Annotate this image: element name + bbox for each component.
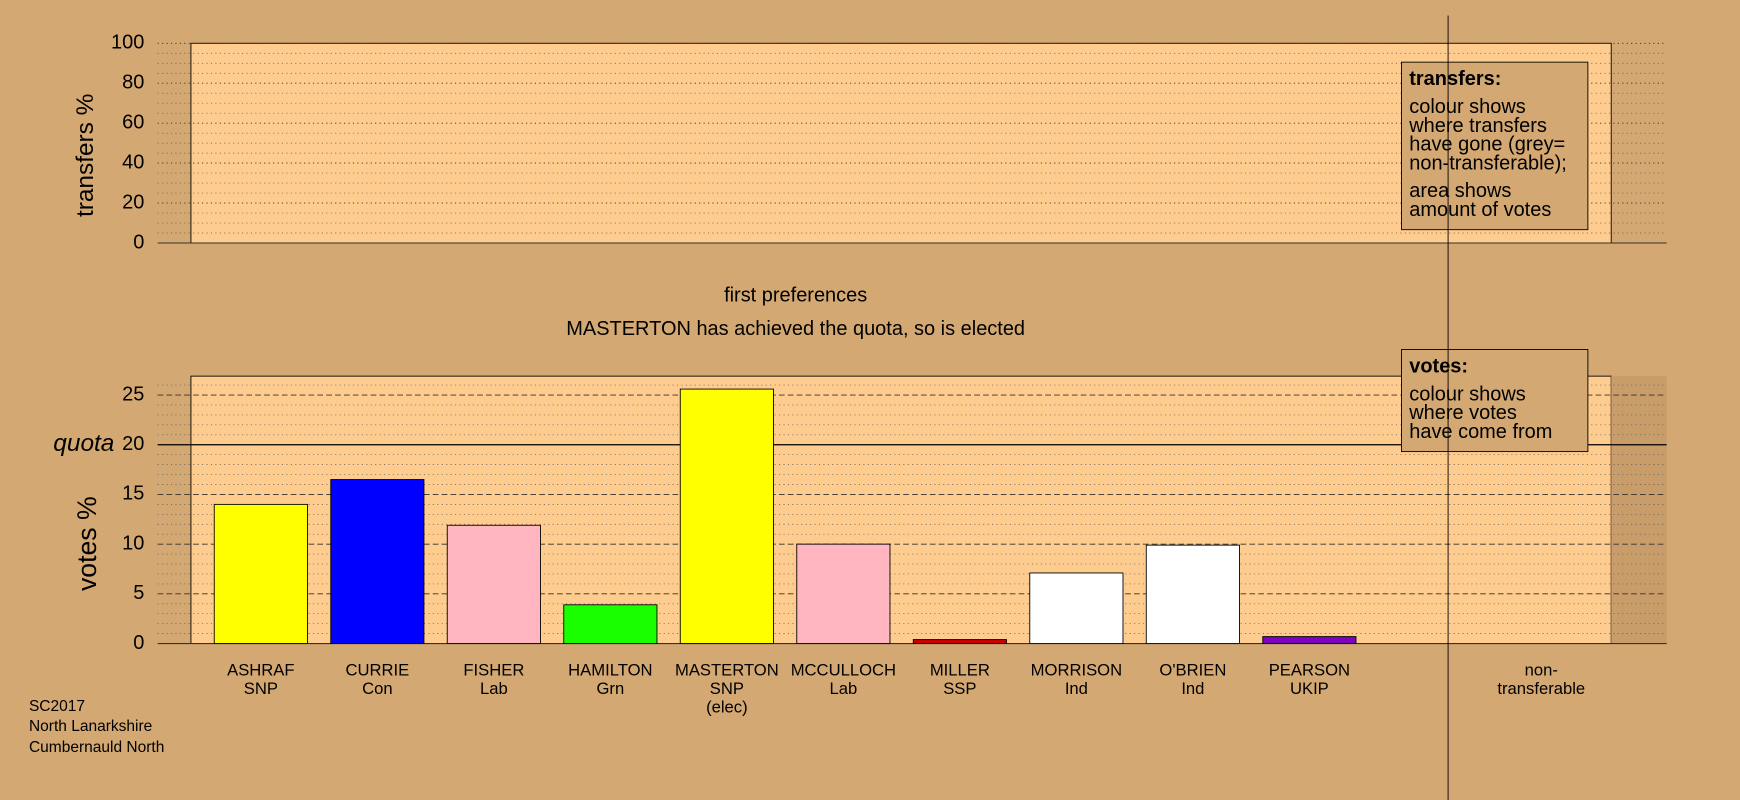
votes-panel — [190, 375, 1612, 644]
y-axis-label: transfers % — [72, 94, 99, 217]
bar — [213, 503, 308, 644]
y-tick-label: 0 — [133, 632, 144, 654]
y-tick-label: 5 — [133, 582, 144, 604]
x-tick-label: HAMILTON — [568, 661, 652, 680]
bar — [330, 479, 425, 644]
bar — [563, 604, 658, 644]
y-axis-label: votes % — [72, 496, 102, 591]
x-tick-label: Grn — [597, 679, 625, 698]
footer-line: North Lanarkshire — [29, 718, 152, 735]
note-line: amount of votes — [1409, 199, 1551, 221]
x-tick-label: SNP — [710, 679, 744, 698]
transfers-panel — [190, 42, 1612, 244]
note-title: votes: — [1409, 356, 1468, 378]
note-box — [1401, 349, 1589, 453]
footer-line: Cumbernauld North — [29, 739, 164, 756]
note-line: area shows — [1409, 180, 1511, 202]
x-tick-label: CURRIE — [345, 661, 409, 680]
side-shade — [1611, 376, 1667, 644]
y-tick-label: 60 — [122, 111, 144, 133]
x-tick-label: Ind — [1181, 679, 1204, 698]
x-tick-label: (elec) — [706, 697, 748, 716]
chart-title: first preferences — [724, 285, 867, 307]
note-line: non-transferable); — [1409, 152, 1567, 174]
note-line: where transfers — [1408, 115, 1547, 137]
x-tick-label: MILLER — [930, 661, 990, 680]
bar — [1145, 544, 1240, 644]
quota-label: quota — [53, 430, 114, 457]
note-box — [1401, 61, 1589, 231]
x-tick-label: MORRISON — [1031, 661, 1122, 680]
x-tick-label: FISHER — [463, 661, 524, 680]
bar — [912, 639, 1007, 644]
x-tick-label: Ind — [1065, 679, 1088, 698]
x-tick-label: UKIP — [1290, 679, 1329, 698]
x-tick-label: Con — [362, 679, 393, 698]
x-tick-label: ASHRAF — [227, 661, 294, 680]
y-tick-label: 80 — [122, 71, 144, 93]
y-tick-label: 40 — [122, 151, 144, 173]
y-tick-label: 0 — [133, 231, 144, 253]
footer-line: SC2017 — [29, 698, 85, 715]
bar — [796, 543, 891, 644]
x-tick-label: Lab — [829, 679, 857, 698]
x-tick-label: PEARSON — [1269, 661, 1350, 680]
y-tick-label: 20 — [122, 191, 144, 213]
chart-subtitle: MASTERTON has achieved the quota, so is … — [566, 318, 1025, 340]
x-tick-label: Lab — [480, 679, 508, 698]
note-line: colour shows — [1409, 383, 1526, 405]
note-line: where votes — [1408, 402, 1517, 424]
y-tick-label: 25 — [122, 383, 144, 405]
y-tick-label: 20 — [122, 433, 144, 455]
bar — [1262, 636, 1357, 644]
y-tick-label: 100 — [111, 32, 144, 54]
note-line: have come from — [1409, 421, 1552, 443]
x-tick-label: O'BRIEN — [1159, 661, 1226, 680]
bar — [446, 524, 541, 644]
note-line: colour shows — [1409, 96, 1526, 118]
x-tick-label: transferable — [1497, 679, 1585, 698]
x-tick-label: SNP — [244, 679, 278, 698]
x-tick-label: MASTERTON — [675, 661, 779, 680]
bar — [679, 388, 774, 644]
note-title: transfers: — [1409, 68, 1501, 90]
x-tick-label: SSP — [943, 679, 976, 698]
x-tick-label: MCCULLOCH — [791, 661, 896, 680]
bar — [1029, 572, 1124, 644]
x-tick-label: non- — [1525, 661, 1558, 680]
y-tick-label: 15 — [122, 483, 144, 505]
y-tick-label: 10 — [122, 532, 144, 554]
